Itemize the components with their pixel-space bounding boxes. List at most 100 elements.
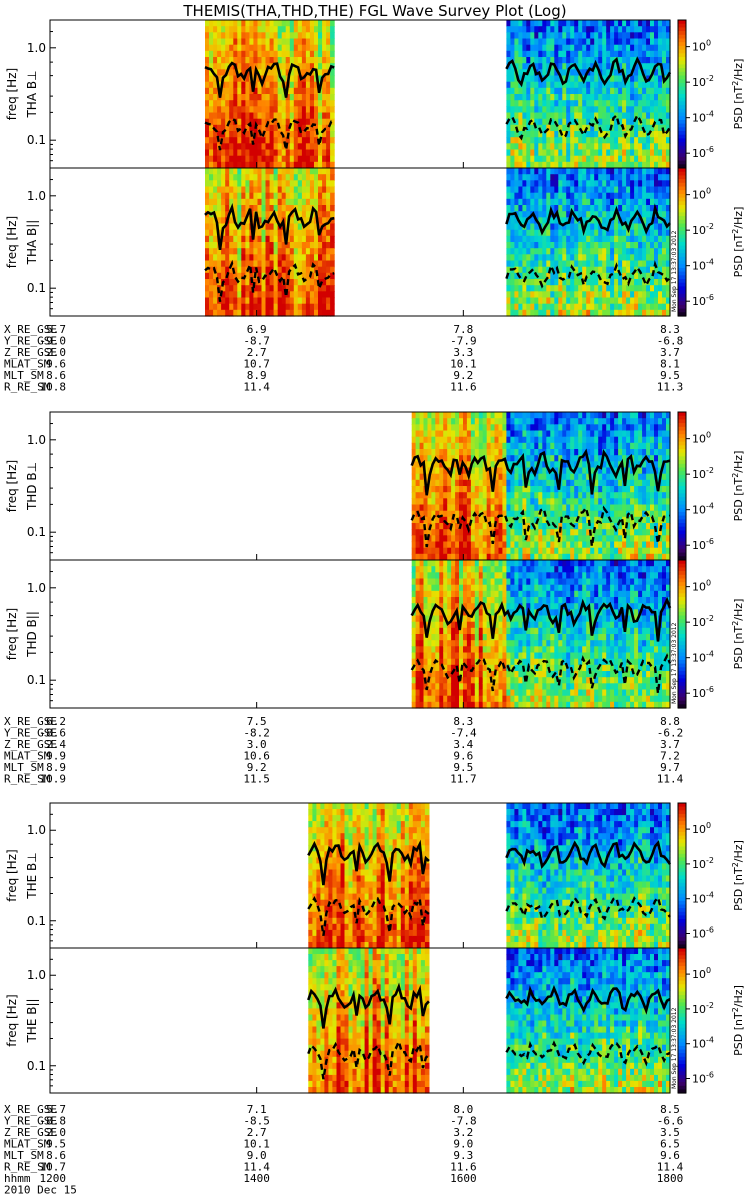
spectrogram-cell xyxy=(566,455,571,462)
spectrogram-cell xyxy=(277,205,283,212)
spectrogram-cell xyxy=(233,100,238,107)
spectrogram-cell xyxy=(506,535,511,543)
spectrogram-cell xyxy=(506,87,511,95)
spectrogram-cell xyxy=(427,510,432,518)
spectrogram-cell xyxy=(614,285,619,292)
spectrogram-cell xyxy=(598,20,603,27)
spectrogram-cell xyxy=(522,38,527,46)
spectrogram-cell xyxy=(510,106,515,114)
spectrogram-cell xyxy=(318,168,323,175)
spectrogram-cell xyxy=(466,449,472,456)
spectrogram-cell xyxy=(301,174,307,181)
spectrogram-cell xyxy=(626,192,631,200)
spectrogram-cell xyxy=(205,272,210,280)
spectrogram-cell xyxy=(522,242,527,249)
spectrogram-cell xyxy=(297,285,303,292)
spectrogram-cell xyxy=(419,424,425,432)
spectrogram-cell xyxy=(506,547,511,555)
spectrogram-cell xyxy=(618,424,623,432)
spectrogram-cell xyxy=(455,412,460,419)
spectrogram-cell xyxy=(330,291,335,299)
spectrogram-cell xyxy=(578,297,583,305)
spectrogram-cell xyxy=(622,63,627,70)
spectrogram-cell xyxy=(622,272,627,280)
spectrogram-cell xyxy=(602,155,607,163)
spectrogram-cell xyxy=(411,479,417,487)
spectrogram-cell xyxy=(514,44,519,52)
spectrogram-cell xyxy=(301,75,307,83)
spectrogram-cell xyxy=(574,100,579,107)
spectrogram-cell xyxy=(261,254,267,262)
spectrogram-cell xyxy=(534,112,539,120)
spectrogram-cell xyxy=(419,523,425,530)
spectrogram-cell xyxy=(301,137,307,144)
spectrogram-cell xyxy=(209,44,214,52)
spectrogram-cell xyxy=(554,186,559,194)
spectrogram-cell xyxy=(610,161,615,169)
spectrogram-cell xyxy=(309,94,315,101)
spectrogram-cell xyxy=(506,242,511,249)
spectrogram-cell xyxy=(622,161,627,169)
spectrogram-cell xyxy=(265,205,271,212)
spectrogram-cell xyxy=(245,260,250,268)
spectrogram-cell xyxy=(578,63,583,70)
spectrogram-cell xyxy=(618,430,623,438)
spectrogram-cell xyxy=(330,149,335,157)
spectrogram-cell xyxy=(606,510,611,518)
spectrogram-cell xyxy=(514,106,519,114)
spectrogram-cell xyxy=(289,272,295,280)
spectrogram-cell xyxy=(225,297,230,305)
spectrogram-cell xyxy=(526,442,531,450)
colorbar-swatch xyxy=(678,212,686,217)
spectrogram-cell xyxy=(225,131,230,138)
spectrogram-cell xyxy=(318,217,323,225)
spectrogram-cell xyxy=(614,124,619,132)
spectrogram-cell xyxy=(590,205,595,212)
spectrogram-cell xyxy=(558,205,563,212)
spectrogram-cell xyxy=(257,100,263,107)
spectrogram-cell xyxy=(654,285,659,292)
spectrogram-cell xyxy=(566,229,571,237)
spectrogram-cell xyxy=(273,69,279,77)
spectrogram-cell xyxy=(562,198,567,206)
spectrogram-cell xyxy=(534,498,539,506)
spectrogram-cell xyxy=(518,229,523,237)
spectrogram-cell xyxy=(285,57,291,64)
spectrogram-cell xyxy=(411,510,417,518)
spectrogram-cell xyxy=(470,449,476,456)
spectrogram-cell xyxy=(574,418,579,425)
spectrogram-cell xyxy=(297,303,303,311)
spectrogram-cell xyxy=(293,174,299,181)
spectrogram-cell xyxy=(594,285,599,292)
spectrogram-cell xyxy=(301,63,307,70)
spectrogram-cell xyxy=(562,442,567,450)
spectrogram-cell xyxy=(301,285,307,292)
spectrogram-cell xyxy=(538,161,543,169)
spectrogram-cell xyxy=(610,217,615,225)
spectrogram-cell xyxy=(662,38,667,46)
spectrogram-cell xyxy=(634,106,639,114)
spectrogram-cell xyxy=(249,192,254,200)
spectrogram-cell xyxy=(650,254,655,262)
spectrogram-cell xyxy=(273,254,279,262)
spectrogram-cell xyxy=(451,504,456,512)
spectrogram-cell xyxy=(221,155,226,163)
spectrogram-cell xyxy=(566,498,571,506)
spectrogram-cell xyxy=(594,553,599,561)
spectrogram-cell xyxy=(630,285,635,292)
spectrogram-cell xyxy=(447,529,452,536)
spectrogram-cell xyxy=(241,272,246,280)
spectrogram-cell xyxy=(542,442,547,450)
spectrogram-cell xyxy=(245,112,250,120)
spectrogram-cell xyxy=(205,285,210,292)
spectrogram-cell xyxy=(213,75,218,83)
spectrogram-cell xyxy=(554,504,559,512)
spectrogram-cell xyxy=(257,44,263,52)
spectrogram-cell xyxy=(305,44,311,52)
spectrogram-cell xyxy=(237,87,242,95)
spectrogram-cell xyxy=(225,137,230,144)
spectrogram-cell xyxy=(245,57,250,64)
spectrogram-cell xyxy=(518,254,523,262)
colorbar-tick-label: 10-2 xyxy=(692,222,714,237)
spectrogram-cell xyxy=(257,57,263,64)
